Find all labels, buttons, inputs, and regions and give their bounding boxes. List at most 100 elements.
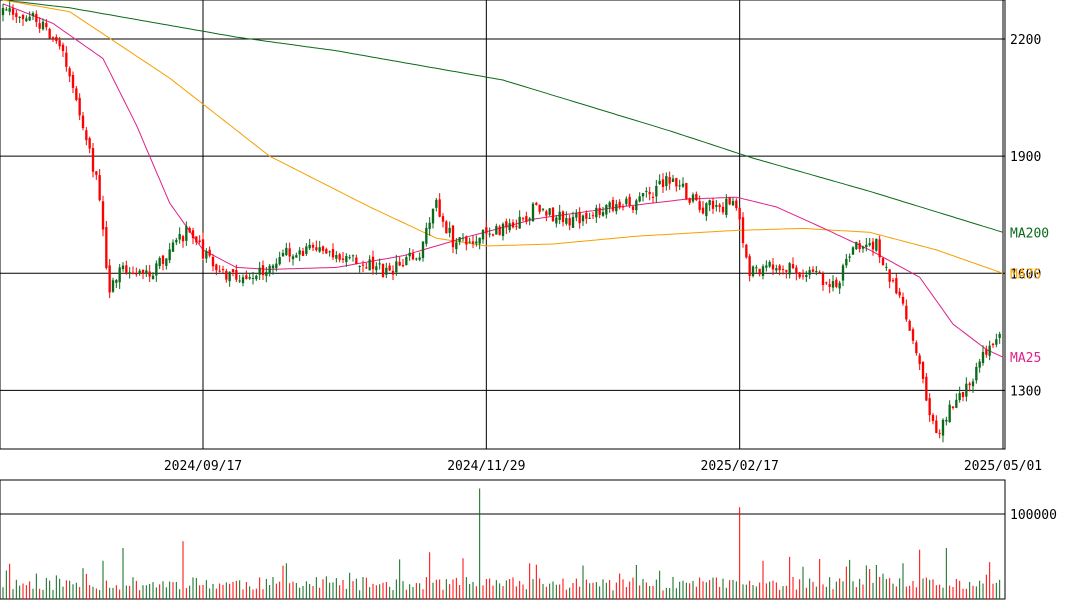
- candle: [425, 222, 428, 247]
- candle-body: [405, 257, 408, 266]
- candle-body: [45, 23, 48, 28]
- candle: [525, 211, 528, 225]
- candle: [628, 193, 631, 209]
- candle: [675, 177, 678, 192]
- candle-body: [831, 281, 835, 288]
- candle-body: [875, 238, 878, 251]
- candle: [285, 242, 288, 256]
- x-tick-labels: 2024/09/17 2024/11/29 2025/02/17 2025/05/01: [164, 459, 1042, 474]
- candle-body: [348, 257, 351, 259]
- candle: [598, 203, 601, 219]
- candle: [271, 263, 275, 275]
- candle-body: [238, 280, 241, 282]
- candle: [408, 248, 411, 261]
- candle-body: [608, 202, 611, 208]
- candle-body: [308, 244, 311, 249]
- candle-body: [271, 265, 275, 269]
- candle: [738, 207, 741, 226]
- candle: [165, 258, 168, 270]
- candle-body: [895, 278, 898, 294]
- candle: [228, 271, 231, 287]
- candle-body: [385, 267, 388, 275]
- candle: [995, 333, 998, 348]
- candle-body: [61, 44, 65, 52]
- price-y-tick-labels: 2200 1900 1600 1300: [1010, 33, 1041, 399]
- candle: [868, 238, 871, 247]
- candle-body: [645, 190, 648, 192]
- candle-body: [651, 196, 655, 198]
- candle-body: [965, 383, 968, 397]
- candle-body: [628, 196, 631, 206]
- candle-body: [351, 255, 355, 257]
- price-y-tick-label: 2200: [1010, 33, 1041, 48]
- candle: [585, 210, 588, 224]
- candle-body: [145, 270, 148, 274]
- candle: [435, 197, 438, 212]
- candle: [201, 232, 205, 261]
- candle-body: [471, 241, 475, 244]
- candle: [688, 197, 691, 205]
- candle: [855, 241, 858, 250]
- candle-body: [975, 366, 978, 381]
- candle-body: [945, 419, 948, 422]
- candle-body: [191, 230, 195, 239]
- candle-body: [331, 249, 335, 258]
- candle-body: [285, 247, 288, 256]
- candle-body: [125, 265, 128, 274]
- candle: [761, 264, 765, 280]
- candle-body: [461, 237, 465, 239]
- candle-body: [571, 216, 575, 228]
- candle: [221, 265, 225, 273]
- candle-body: [221, 269, 225, 271]
- candle: [468, 237, 471, 244]
- candle: [861, 245, 865, 253]
- candle: [961, 391, 965, 402]
- x-tick-label: 2025/05/01: [964, 459, 1042, 474]
- candle: [925, 372, 928, 402]
- candle-body: [178, 234, 181, 240]
- candle: [98, 168, 101, 202]
- candle-body: [938, 432, 941, 434]
- candle-body: [991, 343, 995, 346]
- candle: [935, 415, 938, 434]
- candle: [991, 342, 995, 348]
- candle-body: [835, 279, 838, 287]
- candle: [35, 10, 38, 27]
- candle-body: [728, 197, 731, 205]
- candle-body: [208, 249, 211, 256]
- candle: [448, 221, 451, 238]
- candle: [421, 241, 425, 262]
- candle-body: [488, 233, 491, 235]
- candle: [808, 266, 811, 280]
- candle: [845, 253, 848, 268]
- candle-body: [775, 268, 778, 271]
- candle-body: [458, 237, 461, 242]
- candle-body: [211, 256, 215, 267]
- candle: [158, 256, 161, 270]
- candle-body: [301, 250, 305, 256]
- candle: [531, 202, 535, 223]
- candle-body: [901, 296, 905, 304]
- candle: [195, 236, 198, 246]
- candle: [735, 198, 738, 211]
- candle-body: [451, 225, 455, 248]
- candle-body: [765, 265, 768, 268]
- candle: [208, 246, 211, 258]
- candle-body: [635, 200, 638, 211]
- candle: [605, 204, 608, 219]
- candle-body: [558, 211, 561, 221]
- candle: [48, 27, 51, 39]
- candle-body: [441, 216, 445, 222]
- candle-body: [621, 206, 625, 208]
- candle-body: [465, 236, 468, 245]
- candle: [831, 275, 835, 292]
- candle: [685, 182, 688, 201]
- candle: [535, 201, 538, 206]
- candle-body: [535, 202, 538, 205]
- candle-body: [1, 8, 5, 16]
- candle-body: [878, 239, 881, 258]
- candle-body: [908, 320, 911, 331]
- volume-panel-frame: [0, 479, 1006, 600]
- candle: [188, 226, 191, 233]
- candle-body: [505, 221, 508, 228]
